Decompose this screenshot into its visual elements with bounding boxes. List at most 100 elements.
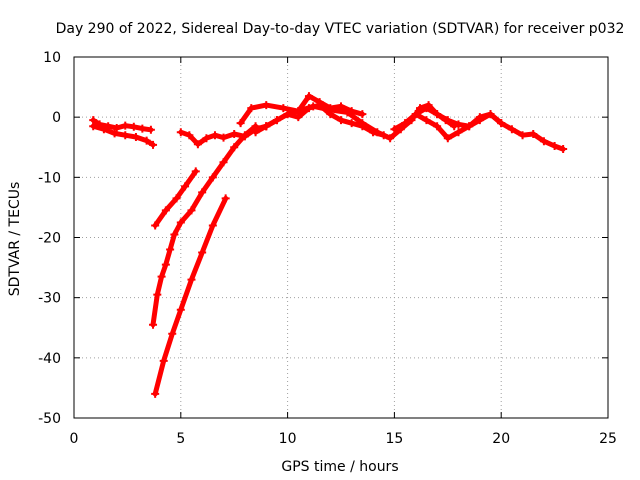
x-tick-label: 5	[176, 431, 185, 447]
data-point	[121, 131, 130, 140]
data-point	[210, 131, 219, 140]
data-point	[465, 122, 474, 131]
data-point	[146, 125, 155, 134]
data-point	[529, 130, 538, 139]
data-point	[161, 260, 170, 269]
data-series-arc-11	[151, 194, 230, 398]
data-point	[247, 104, 256, 113]
data-point	[149, 320, 158, 329]
data-point	[454, 120, 463, 129]
data-point	[185, 131, 194, 140]
data-point	[369, 128, 378, 137]
x-axis-label: GPS time / hours	[281, 459, 398, 475]
data-point	[283, 110, 292, 119]
data-point	[149, 140, 158, 149]
y-tick-label: -40	[38, 351, 61, 367]
data-point	[454, 128, 463, 137]
data-point	[112, 123, 121, 132]
data-point	[166, 245, 175, 254]
data-series-arc-9	[151, 167, 200, 230]
data-point	[151, 389, 160, 398]
data-point	[358, 110, 367, 119]
data-point	[208, 221, 217, 230]
data-point	[236, 119, 245, 128]
data-point	[121, 121, 130, 130]
data-point	[168, 329, 177, 338]
data-point	[193, 140, 202, 149]
data-point	[198, 248, 207, 257]
data-point	[176, 218, 185, 227]
data-point	[151, 221, 160, 230]
data-series-arc-10	[149, 122, 260, 329]
data-point	[221, 194, 230, 203]
data-series-arc-8	[411, 104, 506, 131]
data-point	[172, 194, 181, 203]
data-series-arc-2	[89, 122, 158, 149]
y-tick-label: -50	[38, 411, 61, 427]
series-trace	[150, 123, 259, 328]
data-point	[475, 113, 484, 122]
x-tick-label: 10	[279, 431, 297, 447]
data-point	[315, 101, 324, 110]
data-point	[202, 134, 211, 143]
data-point	[497, 119, 506, 128]
data-point	[129, 122, 138, 131]
data-point	[433, 110, 442, 119]
series-trace	[152, 195, 229, 397]
data-point	[157, 272, 166, 281]
data-point	[176, 305, 185, 314]
data-point	[89, 122, 98, 131]
data-point	[559, 145, 568, 154]
data-point	[110, 129, 119, 138]
y-axis-label: SDTVAR / TECUs	[7, 182, 23, 297]
data-point	[187, 206, 196, 215]
x-tick-label: 0	[70, 431, 79, 447]
data-point	[326, 110, 335, 119]
data-point	[401, 119, 410, 128]
y-tick-label: -30	[38, 291, 61, 307]
data-point	[176, 128, 185, 137]
data-point	[386, 134, 395, 143]
data-point	[219, 133, 228, 142]
data-point	[230, 130, 239, 139]
data-point	[198, 188, 207, 197]
y-tick-label: 0	[52, 110, 61, 126]
data-point	[304, 104, 313, 113]
data-point	[279, 104, 288, 113]
data-point	[159, 356, 168, 365]
data-point	[507, 125, 516, 134]
data-point	[518, 131, 527, 140]
data-point	[379, 131, 388, 140]
y-tick-label: -20	[38, 231, 61, 247]
data-point	[191, 167, 200, 176]
data-series-arc-6	[262, 101, 388, 140]
x-tick-label: 25	[599, 431, 617, 447]
y-tick-label: 10	[43, 50, 61, 66]
data-point	[443, 134, 452, 143]
data-point	[422, 116, 431, 125]
data-point	[138, 124, 147, 133]
data-point	[181, 182, 190, 191]
data-point	[539, 137, 548, 146]
data-point	[170, 230, 179, 239]
data-point	[240, 131, 249, 140]
chart-title: Day 290 of 2022, Sidereal Day-to-day VTE…	[56, 21, 625, 37]
x-tick-label: 15	[385, 431, 403, 447]
series-trace	[263, 102, 387, 138]
data-point	[262, 122, 271, 131]
data-point	[347, 119, 356, 128]
data-point	[304, 92, 313, 101]
data-point	[142, 136, 151, 145]
data-point	[161, 206, 170, 215]
data-point	[153, 290, 162, 299]
data-point	[443, 116, 452, 125]
data-point	[358, 122, 367, 131]
data-point	[411, 110, 420, 119]
data-series-arc-1	[89, 116, 155, 134]
data-point	[272, 116, 281, 125]
data-point	[390, 125, 399, 134]
data-point	[294, 113, 303, 122]
y-tick-label: -10	[38, 170, 61, 186]
data-series	[89, 92, 568, 398]
